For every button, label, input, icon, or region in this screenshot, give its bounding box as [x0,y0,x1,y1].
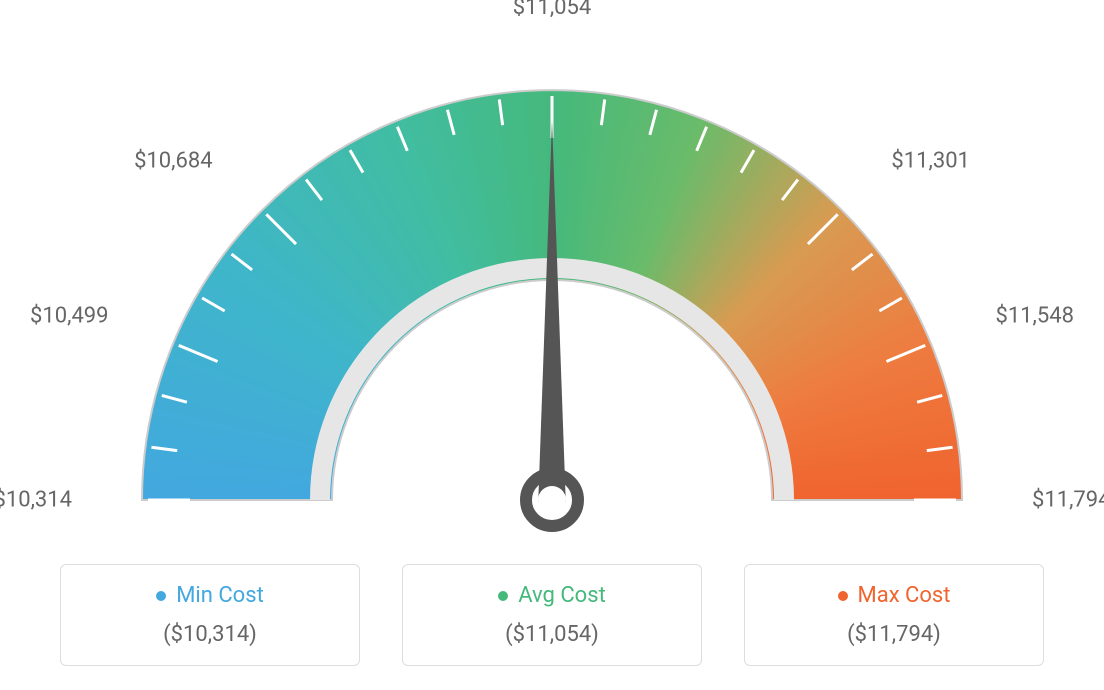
legend-value-min: ($10,314) [61,622,359,647]
legend-card-max: Max Cost ($11,794) [744,564,1044,666]
gauge-tick-label: $11,301 [891,148,970,173]
legend-title-avg: Avg Cost [498,583,606,608]
legend-title-text-min: Min Cost [176,583,264,608]
dot-icon [156,591,166,601]
gauge-chart-container: $10,314 $10,499 $10,684 $11,054 $11,301 $11,5… [0,0,1104,690]
gauge-area: $10,314 $10,499 $10,684 $11,054 $11,301 $11,5… [0,0,1104,560]
legend-row: Min Cost ($10,314) Avg Cost ($11,054) Ma… [0,564,1104,666]
legend-title-text-max: Max Cost [858,583,951,608]
gauge-tick-label: $10,499 [30,304,109,329]
legend-value-avg: ($11,054) [403,622,701,647]
legend-card-avg: Avg Cost ($11,054) [402,564,702,666]
legend-card-min: Min Cost ($10,314) [60,564,360,666]
gauge-tick-label: $11,548 [995,304,1074,329]
gauge-tick-label: $10,314 [0,488,72,513]
legend-title-text-avg: Avg Cost [518,583,606,608]
gauge-tick-label: $11,794 [1032,488,1104,513]
gauge-tick-label: $11,054 [513,0,592,20]
legend-title-min: Min Cost [156,583,264,608]
gauge-tick-label: $10,684 [134,148,213,173]
dot-icon [838,591,848,601]
dot-icon [498,591,508,601]
legend-value-max: ($11,794) [745,622,1043,647]
legend-title-max: Max Cost [838,583,951,608]
gauge-svg [0,0,1104,560]
